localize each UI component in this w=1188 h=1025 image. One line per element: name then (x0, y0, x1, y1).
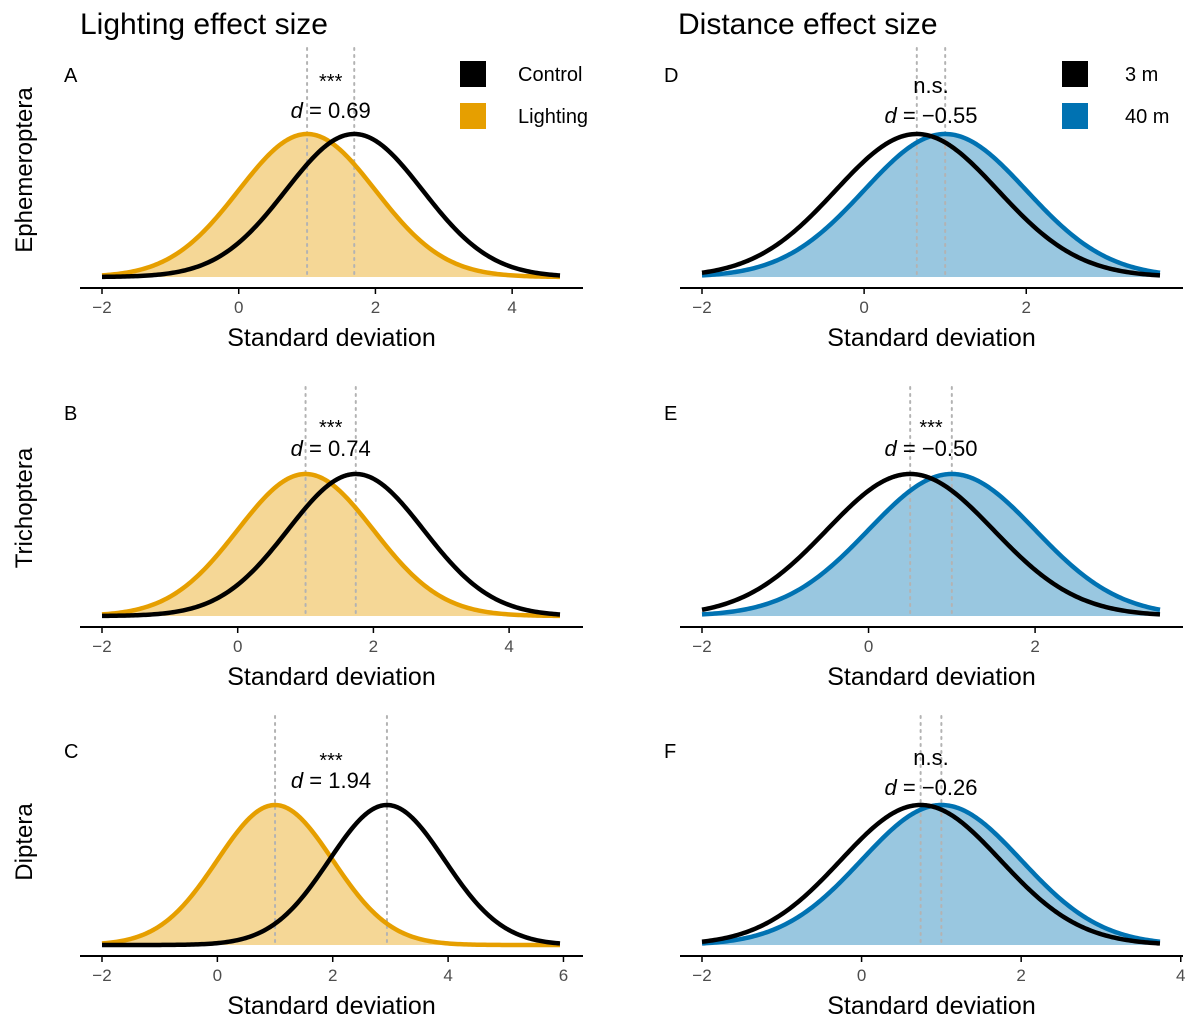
column-title-distance: Distance effect size (678, 8, 938, 41)
area-e-40m (702, 474, 1160, 616)
x-tick-label-b: 4 (504, 637, 513, 656)
effect-size-d: d = −0.55 (885, 103, 978, 128)
effect-size-value-e: = −0.50 (897, 436, 978, 461)
panel-d: −2 0 2 Standard deviation D n.s. d = −0.55 (664, 47, 1183, 352)
row-label-ephemeroptera: Ephemeroptera (11, 87, 38, 253)
area-f-40m (702, 805, 1160, 945)
panel-letter-c: C (64, 741, 78, 763)
x-tick-label-a: 0 (234, 298, 243, 317)
curve-b-control (101, 471, 561, 619)
significance-f: n.s. (913, 745, 948, 770)
legend-swatch-40m (1062, 103, 1088, 129)
effect-size-value-b: = 0.74 (303, 436, 371, 461)
x-tick-label-b: 2 (369, 637, 378, 656)
curve-d-3m (701, 131, 1161, 278)
curve-c-control (101, 802, 561, 948)
legend-swatch-lighting (460, 103, 486, 129)
effect-size-b: d = 0.74 (291, 436, 371, 461)
effect-size-value-d: = −0.55 (897, 103, 978, 128)
x-tick-label-e: −2 (692, 637, 711, 656)
legend-swatch-3m (1062, 61, 1088, 87)
effect-size-symbol-c: d (291, 768, 304, 793)
curve-e-3m (701, 471, 1161, 617)
area-a-lighting (102, 134, 560, 277)
panel-letter-e: E (664, 403, 677, 425)
area-b-lighting (102, 474, 560, 616)
effect-size-a: d = 0.69 (291, 98, 371, 123)
significance-e: *** (919, 417, 943, 439)
effect-size-e: d = −0.50 (885, 436, 978, 461)
curve-f-3m (701, 802, 1161, 946)
legend-lighting: Control Lighting (460, 61, 588, 129)
x-tick-label-d: 0 (859, 298, 868, 317)
significance-c: *** (319, 750, 343, 772)
effect-size-symbol-a: d (291, 98, 304, 123)
x-tick-label-d: 2 (1022, 298, 1031, 317)
x-tick-label-c: 0 (213, 966, 222, 985)
x-tick-label-c: 4 (443, 966, 452, 985)
x-tick-label-b: 0 (233, 637, 242, 656)
x-tick-label-d: −2 (692, 298, 711, 317)
panels: −2 0 2 4 Standard deviation A *** d = 0.69 −2 0 2 S… (64, 47, 1185, 1020)
effect-size-symbol-d: d (885, 103, 898, 128)
x-tick-label-e: 0 (864, 637, 873, 656)
x-axis-title-d: Standard deviation (827, 324, 1035, 352)
panel-f: −2 0 2 4 Standard deviation F n.s. d = −0.26 (664, 715, 1185, 1020)
x-tick-label-f: −2 (692, 966, 711, 985)
curve-a-control (101, 131, 561, 280)
x-axis-title-b: Standard deviation (227, 663, 435, 691)
legend-label-3m: 3 m (1125, 64, 1158, 86)
panel-a: −2 0 2 4 Standard deviation A *** d = 0.69 (64, 47, 583, 352)
x-tick-label-c: −2 (92, 966, 111, 985)
effect-size-symbol-e: d (885, 436, 898, 461)
panel-letter-b: B (64, 403, 77, 425)
x-tick-label-a: 4 (507, 298, 516, 317)
x-tick-label-e: 2 (1030, 637, 1039, 656)
x-tick-label-c: 2 (328, 966, 337, 985)
effect-size-symbol-b: d (291, 436, 304, 461)
x-tick-label-a: 2 (371, 298, 380, 317)
area-c-lighting (102, 805, 560, 945)
x-tick-label-f: 2 (1016, 966, 1025, 985)
x-tick-label-a: −2 (92, 298, 111, 317)
row-label-trichoptera: Trichoptera (11, 447, 38, 568)
x-axis-title-c: Standard deviation (227, 992, 435, 1020)
x-tick-label-f: 4 (1176, 966, 1185, 985)
effect-size-symbol-f: d (885, 775, 898, 800)
x-axis-title-a: Standard deviation (227, 324, 435, 352)
row-label-diptera: Diptera (11, 803, 38, 881)
effect-size-value-c: = 1.94 (303, 768, 371, 793)
legend-distance: 3 m 40 m (1062, 61, 1169, 129)
x-axis-title-f: Standard deviation (827, 992, 1035, 1020)
panel-letter-f: F (664, 741, 676, 763)
x-axis-title-e: Standard deviation (827, 663, 1035, 691)
panel-letter-a: A (64, 65, 78, 87)
significance-a: *** (319, 71, 343, 93)
effect-size-c: d = 1.94 (291, 768, 371, 793)
effect-size-f: d = −0.26 (885, 775, 978, 800)
panel-letter-d: D (664, 65, 678, 87)
x-tick-label-f: 0 (857, 966, 866, 985)
legend-label-lighting: Lighting (518, 106, 588, 128)
effect-size-value-a: = 0.69 (303, 98, 371, 123)
area-d-40m (702, 134, 1160, 277)
effect-size-value-f: = −0.26 (897, 775, 978, 800)
x-tick-label-c: 6 (559, 966, 568, 985)
legend-label-control: Control (518, 64, 582, 86)
significance-b: *** (319, 417, 343, 439)
column-title-lighting: Lighting effect size (80, 8, 328, 41)
x-tick-label-b: −2 (92, 637, 111, 656)
legend-label-40m: 40 m (1125, 106, 1169, 128)
legend-swatch-control (460, 61, 486, 87)
significance-d: n.s. (913, 73, 948, 98)
